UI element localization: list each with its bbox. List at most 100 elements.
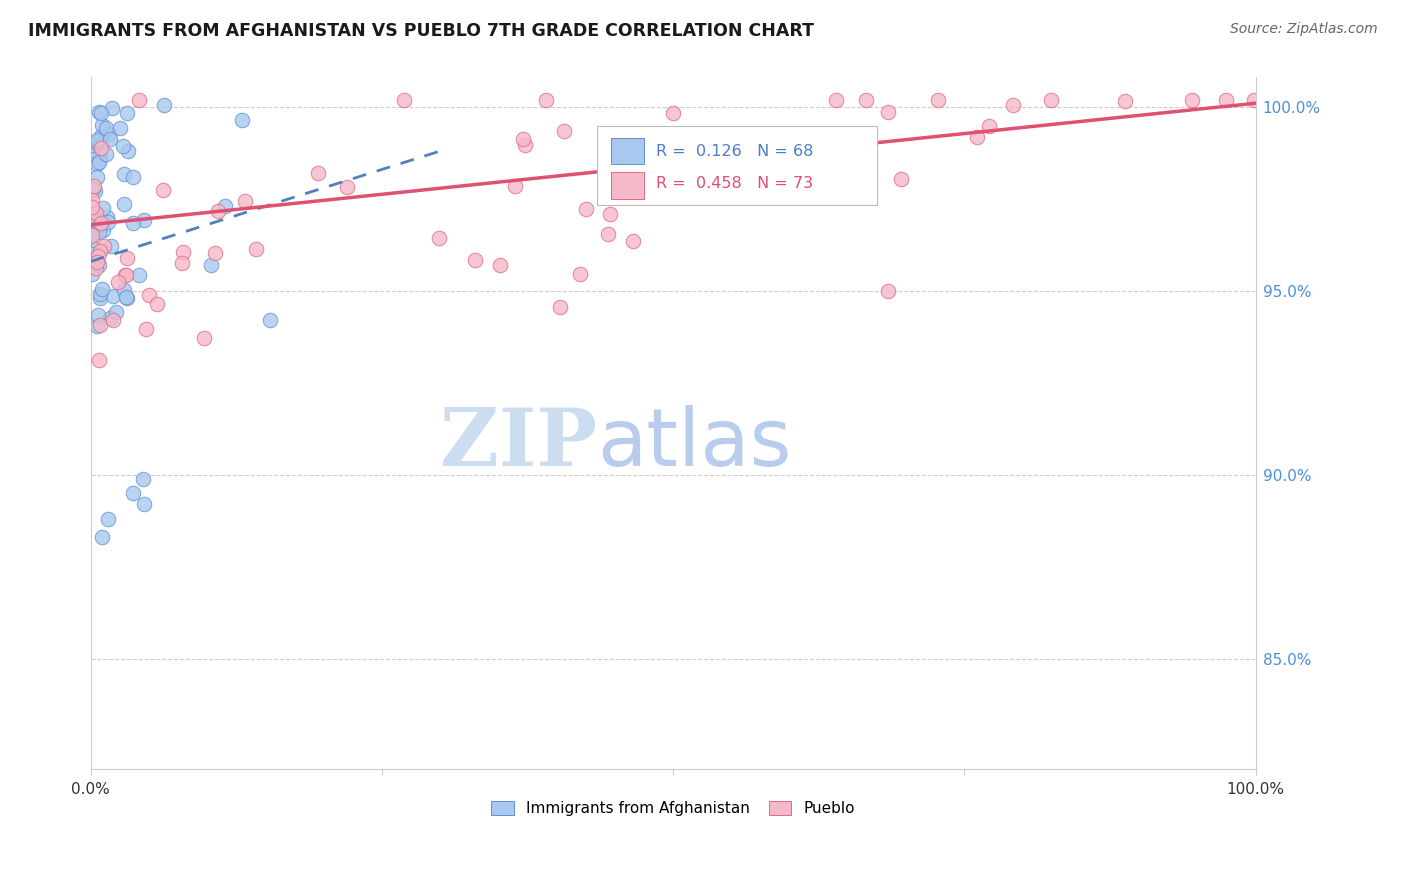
Point xyxy=(86,255,108,269)
Point xyxy=(96,210,118,224)
Point xyxy=(86,206,108,220)
Point xyxy=(207,203,229,218)
Point xyxy=(806,174,828,188)
Point xyxy=(231,113,253,128)
Point xyxy=(87,352,110,367)
Point xyxy=(90,128,112,143)
Point xyxy=(115,105,138,120)
Point xyxy=(614,182,637,196)
Point xyxy=(89,225,111,239)
Point xyxy=(117,252,139,266)
Point xyxy=(117,144,139,158)
Point xyxy=(87,308,110,322)
Point xyxy=(606,154,628,169)
Point xyxy=(890,172,912,186)
Text: Source: ZipAtlas.com: Source: ZipAtlas.com xyxy=(1230,22,1378,37)
Point xyxy=(80,200,103,214)
Point xyxy=(112,197,135,211)
Text: 0.0%: 0.0% xyxy=(72,781,110,797)
Point xyxy=(621,234,644,248)
Point xyxy=(170,256,193,270)
Text: IMMIGRANTS FROM AFGHANISTAN VS PUEBLO 7TH GRADE CORRELATION CHART: IMMIGRANTS FROM AFGHANISTAN VS PUEBLO 7T… xyxy=(28,22,814,40)
Point xyxy=(97,215,120,229)
Point xyxy=(146,297,169,311)
Point xyxy=(172,244,194,259)
Point xyxy=(512,132,534,146)
Point xyxy=(121,170,143,185)
Point xyxy=(132,213,155,227)
Point xyxy=(828,176,851,190)
Point xyxy=(90,216,112,230)
Point xyxy=(111,139,134,153)
Point xyxy=(204,246,226,260)
Point xyxy=(82,138,104,153)
Point xyxy=(115,290,138,304)
Point xyxy=(86,170,108,185)
Point xyxy=(86,319,108,334)
Point xyxy=(568,268,591,282)
Point xyxy=(336,180,359,194)
Point xyxy=(83,143,105,157)
Point xyxy=(553,124,575,138)
Point xyxy=(661,106,683,120)
Point xyxy=(89,287,111,301)
Point xyxy=(84,184,107,198)
Point xyxy=(927,93,949,107)
Point xyxy=(80,246,103,260)
Point xyxy=(876,285,898,299)
Point xyxy=(138,288,160,302)
Point xyxy=(98,131,121,145)
Point xyxy=(488,259,510,273)
Point xyxy=(83,226,105,240)
Point xyxy=(631,156,654,170)
Point xyxy=(214,199,236,213)
Point xyxy=(966,129,988,144)
Point xyxy=(824,93,846,107)
Point xyxy=(105,305,128,319)
Point xyxy=(153,98,176,112)
Point xyxy=(783,164,806,178)
FancyBboxPatch shape xyxy=(598,126,877,205)
Point xyxy=(98,311,121,326)
Point xyxy=(80,267,103,281)
Point xyxy=(392,93,415,107)
Point xyxy=(93,202,115,216)
Point xyxy=(200,258,222,272)
Point xyxy=(89,318,111,332)
Point xyxy=(82,182,104,196)
Text: R =  0.126   N = 68: R = 0.126 N = 68 xyxy=(655,144,813,159)
Point xyxy=(84,261,107,276)
Point xyxy=(513,137,536,152)
Point xyxy=(550,300,572,314)
Point xyxy=(152,183,174,197)
Point xyxy=(87,105,110,120)
Point xyxy=(80,139,103,153)
Point xyxy=(112,167,135,181)
Point xyxy=(94,120,117,135)
Point xyxy=(90,118,112,132)
Point xyxy=(1181,93,1204,107)
Point xyxy=(233,194,256,208)
Point xyxy=(977,120,1000,134)
Point xyxy=(89,244,111,258)
Point xyxy=(121,216,143,230)
Point xyxy=(128,93,150,107)
Point xyxy=(90,140,112,154)
Point xyxy=(706,148,728,162)
Point xyxy=(89,139,111,153)
FancyBboxPatch shape xyxy=(612,138,644,164)
Point xyxy=(1039,93,1062,107)
Point xyxy=(1114,95,1136,109)
Text: 100.0%: 100.0% xyxy=(1227,781,1285,797)
Point xyxy=(82,193,104,207)
Point xyxy=(108,120,131,135)
Point xyxy=(115,292,138,306)
Point xyxy=(307,166,329,180)
Point xyxy=(686,138,709,153)
FancyBboxPatch shape xyxy=(612,172,644,199)
Point xyxy=(855,93,877,107)
Point xyxy=(91,531,114,545)
Point xyxy=(132,472,155,486)
Point xyxy=(87,154,110,169)
Point xyxy=(575,202,598,217)
